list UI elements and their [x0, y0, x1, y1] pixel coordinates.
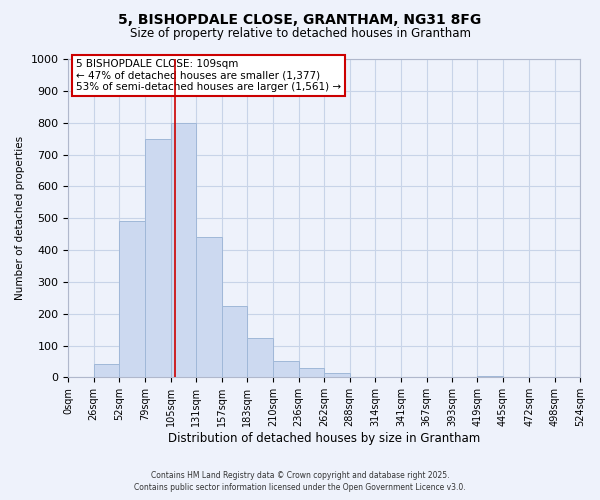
- Bar: [478, 376, 503, 378]
- Text: Contains HM Land Registry data © Crown copyright and database right 2025.
Contai: Contains HM Land Registry data © Crown c…: [134, 470, 466, 492]
- Text: 5, BISHOPDALE CLOSE, GRANTHAM, NG31 8FG: 5, BISHOPDALE CLOSE, GRANTHAM, NG31 8FG: [118, 12, 482, 26]
- Bar: [274, 361, 299, 378]
- Bar: [196, 238, 221, 378]
- X-axis label: Distribution of detached houses by size in Grantham: Distribution of detached houses by size …: [168, 432, 480, 445]
- Bar: [247, 338, 274, 378]
- Bar: [145, 138, 171, 378]
- Bar: [324, 372, 350, 378]
- Y-axis label: Number of detached properties: Number of detached properties: [15, 136, 25, 300]
- Bar: [171, 122, 196, 378]
- Bar: [94, 364, 119, 378]
- Bar: [299, 368, 324, 378]
- Text: 5 BISHOPDALE CLOSE: 109sqm
← 47% of detached houses are smaller (1,377)
53% of s: 5 BISHOPDALE CLOSE: 109sqm ← 47% of deta…: [76, 59, 341, 92]
- Bar: [119, 222, 145, 378]
- Text: Size of property relative to detached houses in Grantham: Size of property relative to detached ho…: [130, 28, 470, 40]
- Bar: [221, 306, 247, 378]
